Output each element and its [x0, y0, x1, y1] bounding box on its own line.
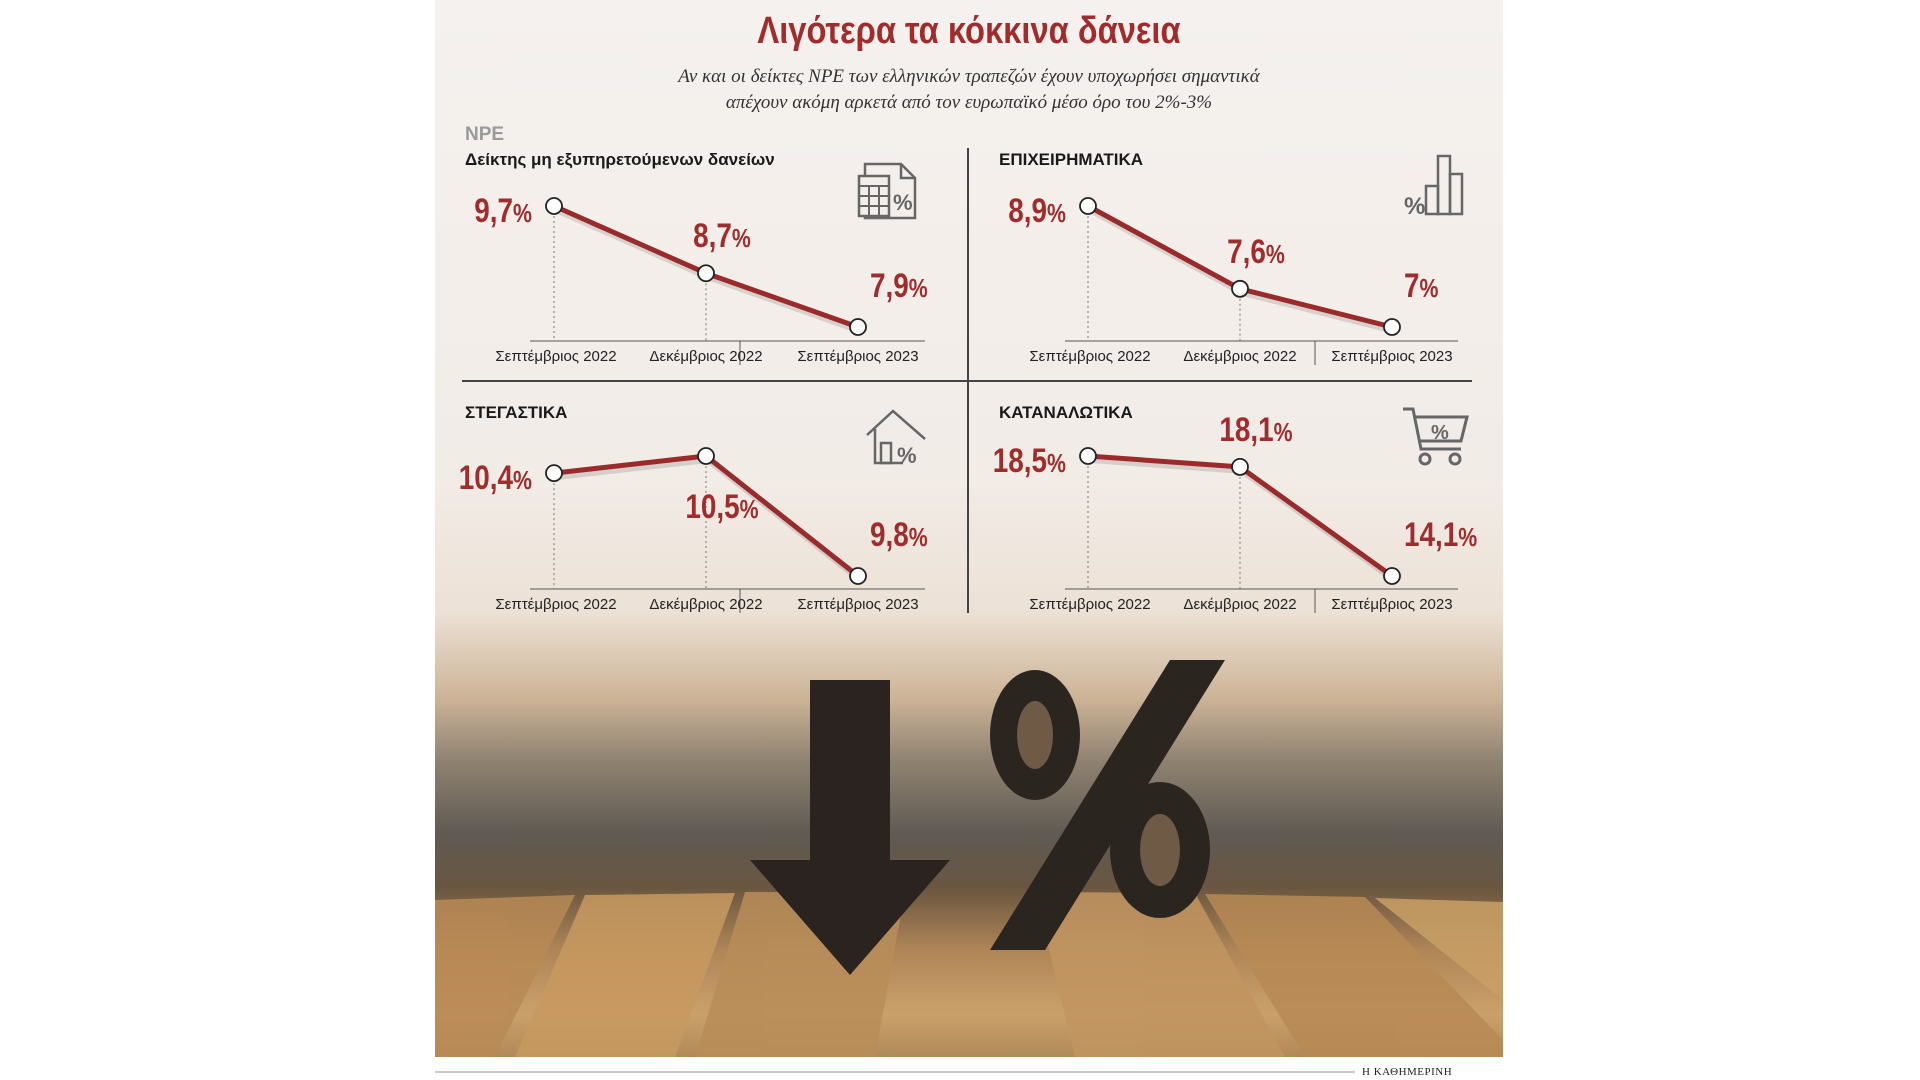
- business-value-label: 8,9%: [1008, 191, 1066, 229]
- subtitle-line-2: απέχουν ακόμη αρκετά από τον ευρωπαϊκό μ…: [725, 92, 1213, 113]
- vertical-divider: [967, 148, 969, 613]
- svg-text:%: %: [897, 443, 917, 467]
- panel-title-total: Δείκτης μη εξυπηρετούμενων δανείων: [465, 150, 775, 169]
- source-credit: Η ΚΑΘΗΜΕΡΙΝΗ: [1362, 1066, 1453, 1078]
- business-x-tick-label: Σεπτέμβριος 2022: [1029, 348, 1150, 365]
- subtitle: Αν και οι δείκτες NPE των ελληνικών τραπ…: [435, 64, 1503, 116]
- total-x-tick-label: Σεπτέμβριος 2023: [797, 348, 918, 365]
- subtitle-line-1: Αν και οι δείκτες NPE των ελληνικών τραπ…: [678, 66, 1260, 87]
- business-data-point: [1383, 318, 1401, 336]
- shopping-cart-percent-icon: %: [1403, 407, 1469, 466]
- svg-text:%: %: [1404, 193, 1425, 218]
- svg-text:%: %: [1431, 422, 1449, 444]
- total-data-point: [545, 197, 563, 215]
- business-x-tick-label: Σεπτέμβριος 2023: [1331, 348, 1452, 365]
- business-series-shadow: [1088, 207, 1395, 334]
- housing-x-tick-label: Δεκέμβριος 2022: [649, 596, 762, 613]
- total-value-label: 8,7%: [693, 217, 751, 255]
- house-percent-icon: %: [866, 409, 926, 467]
- housing-value-label: 10,5%: [685, 487, 758, 525]
- business-value-label: 7,6%: [1227, 232, 1285, 270]
- footer-rule: [435, 1071, 1355, 1073]
- svg-text:%: %: [893, 190, 913, 215]
- panel-title-business: ΕΠΙΧΕΙΡΗΜΑΤΙΚΑ: [999, 150, 1144, 169]
- consumer-data-point: [1079, 447, 1097, 465]
- consumer-data-point: [1231, 458, 1249, 476]
- total-value-label: 9,7%: [474, 191, 532, 229]
- housing-value-label: 10,4%: [459, 459, 532, 497]
- panel-title-housing: ΣΤΕΓΑΣΤΙΚΑ: [465, 403, 568, 422]
- wooden-planks: [435, 892, 1503, 1057]
- business-data-point: [1231, 279, 1249, 298]
- housing-x-tick-label: Σεπτέμβριος 2022: [495, 596, 616, 613]
- down-arrow-shape: [750, 680, 950, 975]
- consumer-value-label: 18,5%: [993, 441, 1066, 479]
- total-value-label: 7,9%: [870, 266, 928, 304]
- total-data-point: [849, 318, 867, 336]
- calculator-percent-icon: %: [857, 162, 917, 220]
- page-title: Λιγότερα τα κόκκινα δάνεια: [757, 10, 1181, 52]
- arrow-percent-photo: [435, 660, 1503, 1057]
- charts-layer: Σεπτέμβριος 2022 Δεκέμβριος 2022 Σεπτέμβρι…: [459, 191, 1477, 613]
- consumer-series-shadow: [1089, 457, 1396, 583]
- housing-data-point: [849, 567, 867, 585]
- housing-value-label: 9,8%: [870, 515, 928, 553]
- consumer-value-label: 14,1%: [1404, 515, 1477, 553]
- panel-title-consumer: ΚΑΤΑΝΑΛΩΤΙΚΑ: [999, 403, 1133, 422]
- total-data-point: [697, 264, 715, 283]
- consumer-value-label: 18,1%: [1219, 410, 1292, 448]
- consumer-x-tick-label: Σεπτέμβριος 2022: [1029, 596, 1150, 613]
- housing-data-point: [697, 447, 715, 465]
- business-x-tick-label: Δεκέμβριος 2022: [1183, 348, 1296, 365]
- total-x-tick-label: Σεπτέμβριος 2022: [495, 348, 616, 365]
- business-value-label: 7%: [1404, 266, 1438, 304]
- business-data-point: [1079, 197, 1097, 215]
- npe-label: NPE: [465, 124, 505, 145]
- total-x-tick-label: Δεκέμβριος 2022: [649, 348, 762, 365]
- infographic-card: Λιγότερα τα κόκκινα δάνεια Αν και οι δεί…: [435, 0, 1503, 1057]
- consumer-data-point: [1383, 567, 1401, 585]
- housing-x-tick-label: Σεπτέμβριος 2023: [797, 596, 918, 613]
- consumer-x-tick-label: Σεπτέμβριος 2023: [1331, 596, 1452, 613]
- housing-data-point: [545, 464, 563, 483]
- bar-chart-percent-icon: %: [1404, 154, 1464, 218]
- consumer-x-tick-label: Δεκέμβριος 2022: [1183, 596, 1296, 613]
